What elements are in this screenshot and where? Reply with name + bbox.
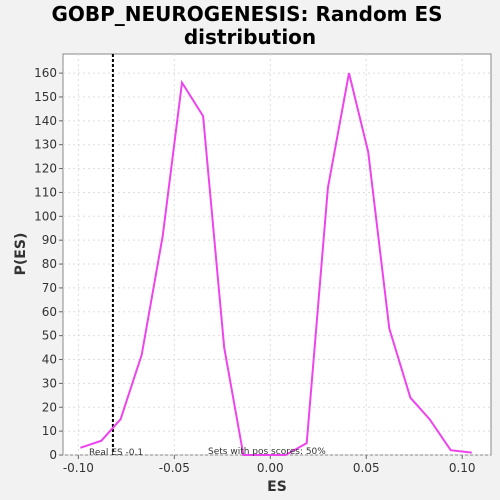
y-tick-label: 140 xyxy=(34,114,57,128)
chart-title-line2: distribution xyxy=(184,25,316,49)
x-axis: -0.10 -0.05 0.00 0.05 0.10 xyxy=(63,455,476,475)
pos-scores-label: Sets with pos scores: 50% xyxy=(208,447,326,457)
x-tick-label: 0.00 xyxy=(257,461,284,475)
x-tick-label: -0.10 xyxy=(63,461,94,475)
x-axis-label: ES xyxy=(267,479,287,495)
y-tick-label: 20 xyxy=(42,400,57,414)
x-tick-label: -0.05 xyxy=(159,461,190,475)
y-tick-label: 110 xyxy=(34,185,57,199)
plot-area xyxy=(62,53,492,456)
y-axis: 0 10 20 30 40 50 60 70 80 90 100 110 120 130 140 150 160 xyxy=(34,66,63,462)
y-tick-label: 160 xyxy=(34,66,57,80)
y-tick-label: 100 xyxy=(34,209,57,223)
y-axis-label: P(ES) xyxy=(13,233,29,276)
y-tick-label: 50 xyxy=(42,329,57,343)
y-tick-label: 150 xyxy=(34,90,57,104)
grid xyxy=(63,54,491,456)
y-tick-label: 90 xyxy=(42,233,57,247)
y-tick-label: 60 xyxy=(42,305,57,319)
series-line xyxy=(79,72,472,456)
chart-title-line1: GOBP_NEUROGENESIS: Random ES xyxy=(51,2,442,26)
y-tick-label: 30 xyxy=(42,376,57,390)
x-tick-label: 0.05 xyxy=(353,461,380,475)
y-tick-label: 40 xyxy=(42,353,57,367)
y-tick-label: 130 xyxy=(34,138,57,152)
real-es-label: Real ES -0.1 xyxy=(89,448,143,458)
y-tick-label: 10 xyxy=(42,424,57,438)
y-tick-label: 80 xyxy=(42,257,57,271)
y-tick-label: 70 xyxy=(42,281,57,295)
y-tick-label: 120 xyxy=(34,162,57,176)
y-tick-label: 0 xyxy=(49,448,57,462)
x-tick-label: 0.10 xyxy=(449,461,476,475)
